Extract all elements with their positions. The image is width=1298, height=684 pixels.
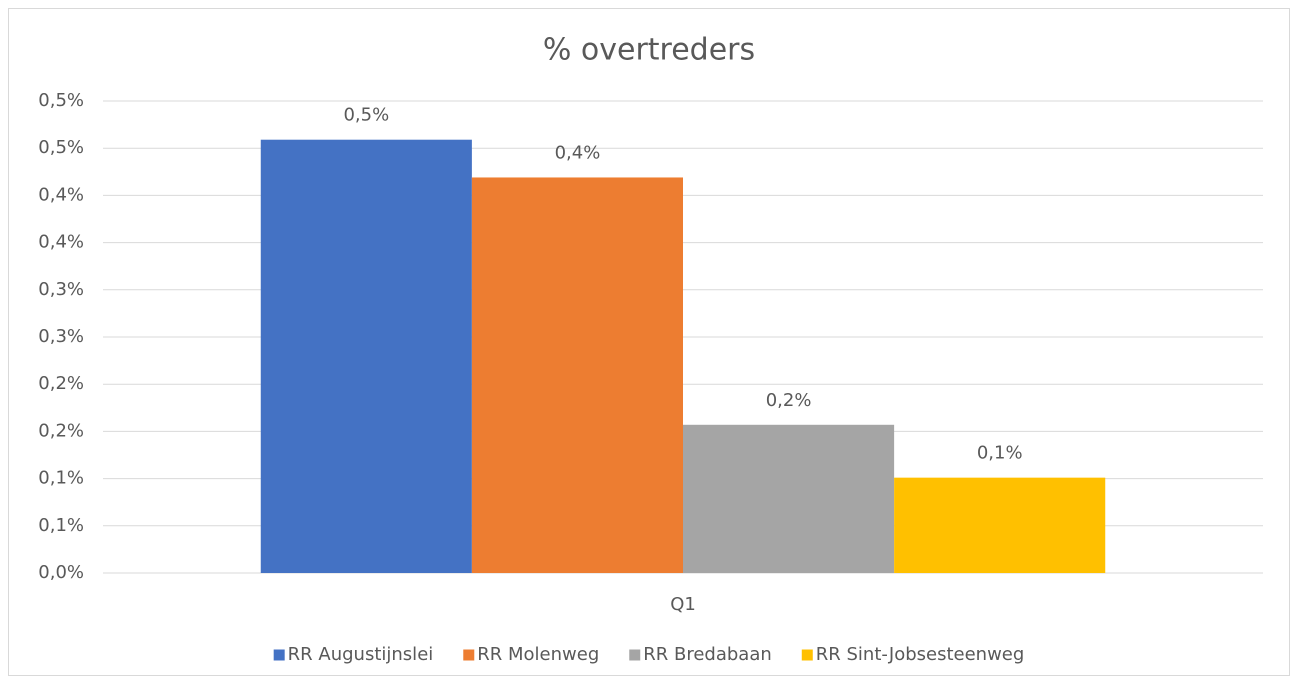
bar	[894, 477, 1106, 573]
y-tick-label: 0,3%	[38, 326, 84, 347]
legend-item: RR Augustijnslei	[273, 644, 434, 665]
bar	[260, 139, 472, 574]
y-tick-label: 0,4%	[38, 232, 84, 253]
legend-swatch	[273, 649, 285, 661]
y-tick-label: 0,2%	[38, 420, 84, 441]
y-tick-label: 0,2%	[38, 373, 84, 394]
y-tick-label: 0,5%	[38, 90, 84, 111]
y-tick-label: 0,1%	[38, 468, 84, 489]
legend-item: RR Bredabaan	[629, 644, 772, 665]
y-tick-label: 0,5%	[38, 137, 84, 158]
bar	[683, 424, 895, 573]
legend-swatch	[463, 649, 475, 661]
legend-label: RR Sint-Jobsesteenweg	[816, 644, 1025, 665]
y-tick-label: 0,4%	[38, 184, 84, 205]
legend-item: RR Molenweg	[463, 644, 599, 665]
legend-label: RR Bredabaan	[643, 644, 772, 665]
legend-label: RR Molenweg	[477, 644, 599, 665]
legend-item: RR Sint-Jobsesteenweg	[801, 644, 1025, 665]
data-label: 0,2%	[766, 390, 812, 411]
bar	[471, 177, 683, 574]
x-tick-label: Q1	[670, 594, 696, 615]
legend-swatch	[801, 649, 813, 661]
legend-swatch	[629, 649, 641, 661]
y-tick-label: 0,0%	[38, 562, 84, 583]
y-tick-label: 0,1%	[38, 515, 84, 536]
chart-title: % overtreders	[543, 33, 755, 68]
data-label: 0,1%	[977, 443, 1023, 464]
data-label: 0,4%	[555, 142, 601, 163]
legend-label: RR Augustijnslei	[288, 644, 434, 665]
y-tick-label: 0,3%	[38, 279, 84, 300]
data-label: 0,5%	[343, 105, 389, 126]
